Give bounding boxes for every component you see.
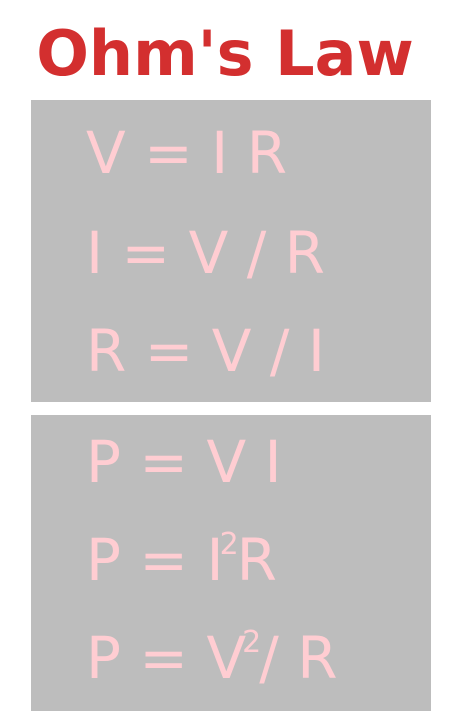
formula-power-i2r-suffix: R bbox=[236, 526, 277, 594]
formula-power-vi: P = V I bbox=[86, 428, 282, 496]
formula-power-v2r: P = V2/ R bbox=[86, 623, 338, 704]
formula-power-v2r-exponent: 2 bbox=[242, 625, 262, 660]
formula-resistance: R = V / I bbox=[86, 317, 325, 385]
formula-current: I = V / R bbox=[86, 219, 325, 287]
power-formulas-panel: P = V I P = I2R P = V2/ R bbox=[31, 415, 431, 711]
formula-power-i2r-prefix: P = I bbox=[86, 526, 224, 594]
formula-power-i2r: P = I2R bbox=[86, 525, 277, 606]
ohms-law-formulas-panel: V = I R I = V / R R = V / I bbox=[31, 100, 431, 402]
formula-voltage: V = I R bbox=[86, 119, 287, 187]
formula-power-i2r-exponent: 2 bbox=[219, 527, 239, 562]
page-title: Ohm's Law bbox=[36, 17, 414, 90]
formula-power-v2r-suffix: / R bbox=[259, 624, 338, 692]
formula-power-v2r-prefix: P = V bbox=[86, 624, 247, 692]
